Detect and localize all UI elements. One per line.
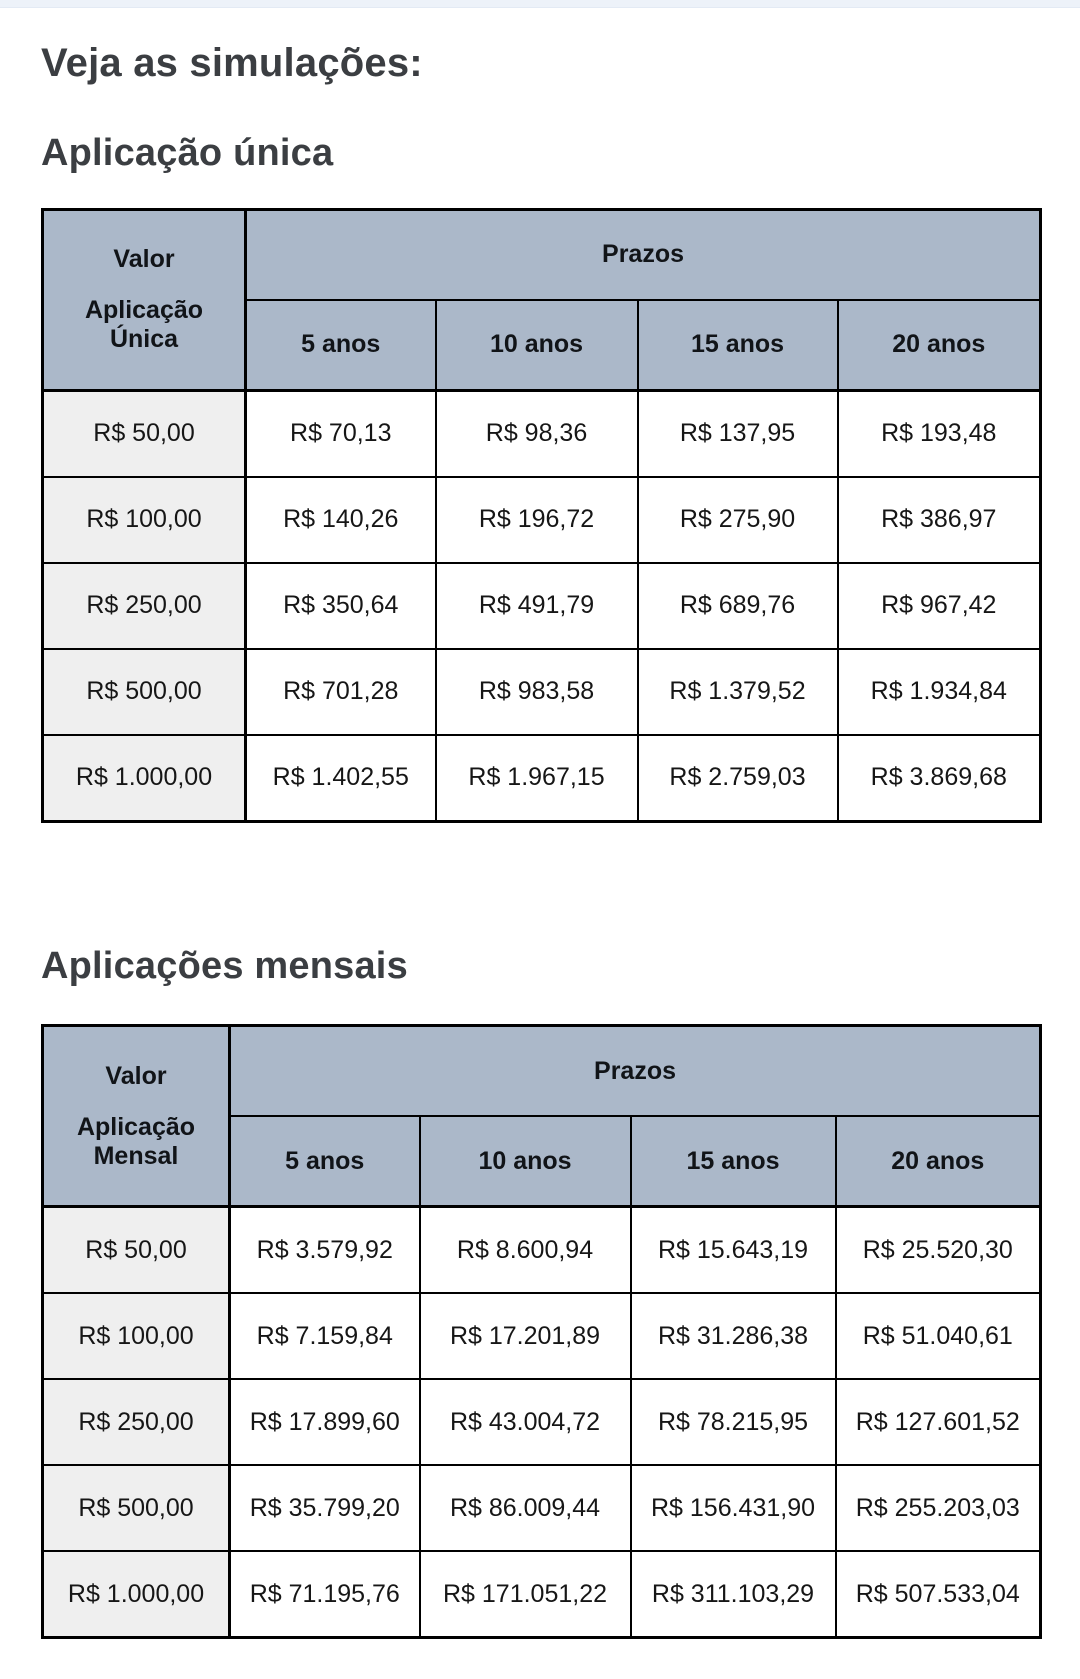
cell-value: R$ 8.600,94 — [418, 1205, 632, 1295]
table-row: R$ 100,00 R$ 140,26 R$ 196,72 R$ 275,90 … — [41, 475, 1042, 564]
cell-value: R$ 70,13 — [244, 388, 437, 478]
cell-value: R$ 350,64 — [244, 561, 437, 650]
table-row: R$ 250,00 R$ 17.899,60 R$ 43.004,72 R$ 7… — [41, 1378, 1042, 1467]
cell-value: R$ 86.009,44 — [418, 1464, 632, 1553]
cell-value: R$ 193,48 — [836, 388, 1042, 478]
cell-value: R$ 98,36 — [434, 388, 639, 478]
corner-header-line2: Aplicação Única — [84, 296, 204, 354]
cell-value: R$ 196,72 — [434, 475, 639, 564]
cell-value: R$ 7.159,84 — [228, 1292, 421, 1381]
table-row: R$ 500,00 R$ 701,28 R$ 983,58 R$ 1.379,5… — [41, 647, 1042, 736]
row-label: R$ 250,00 — [41, 1378, 231, 1467]
cell-value: R$ 1.379,52 — [636, 647, 839, 736]
cell-value: R$ 35.799,20 — [228, 1464, 421, 1553]
table-subheader-row: 5 anos 10 anos 15 anos 20 anos — [43, 1115, 1042, 1208]
table-row: R$ 50,00 R$ 70,13 R$ 98,36 R$ 137,95 R$ … — [41, 388, 1042, 478]
row-label: R$ 100,00 — [41, 475, 247, 564]
col-header-15-anos: 15 anos — [636, 298, 839, 392]
cell-value: R$ 43.004,72 — [418, 1378, 632, 1467]
corner-header-line2: Aplicação Mensal — [76, 1112, 196, 1170]
cell-value: R$ 140,26 — [244, 475, 437, 564]
aplicacoes-mensais-table: Valor Aplicação Mensal Prazos 5 anos 10 … — [41, 1024, 1043, 1640]
table-row: R$ 250,00 R$ 350,64 R$ 491,79 R$ 689,76 … — [41, 561, 1042, 650]
table-header-row: Valor Aplicação Mensal Prazos — [41, 1024, 1042, 1208]
cell-value: R$ 983,58 — [434, 647, 639, 736]
page-title: Veja as simulações: — [41, 41, 423, 85]
row-label: R$ 500,00 — [41, 647, 247, 736]
corner-header-line1: Valor — [105, 1061, 167, 1090]
cell-value: R$ 127.601,52 — [834, 1378, 1042, 1467]
page-content: Veja as simulações: Aplicação única Valo… — [0, 40, 1080, 1679]
cell-value: R$ 1.402,55 — [244, 733, 437, 823]
row-label: R$ 1.000,00 — [41, 733, 247, 823]
cell-value: R$ 2.759,03 — [636, 733, 839, 823]
cell-value: R$ 71.195,76 — [228, 1550, 421, 1639]
cell-value: R$ 1.967,15 — [434, 733, 639, 823]
table-row: R$ 1.000,00 R$ 1.402,55 R$ 1.967,15 R$ 2… — [41, 733, 1042, 823]
col-header-20-anos: 20 anos — [836, 298, 1042, 392]
cell-value: R$ 255.203,03 — [834, 1464, 1042, 1553]
prazos-group-header: Prazos — [244, 208, 1042, 301]
row-label: R$ 1.000,00 — [41, 1550, 231, 1639]
cell-value: R$ 17.899,60 — [228, 1378, 421, 1467]
row-label: R$ 500,00 — [41, 1464, 231, 1553]
section-title-aplicacao-unica: Aplicação única — [41, 132, 334, 174]
cell-value: R$ 17.201,89 — [418, 1292, 632, 1381]
prazos-group-header: Prazos — [228, 1024, 1042, 1118]
cell-value: R$ 275,90 — [636, 475, 839, 564]
cell-value: R$ 701,28 — [244, 647, 437, 736]
table-row: R$ 1.000,00 R$ 71.195,76 R$ 171.051,22 R… — [41, 1550, 1042, 1639]
col-header-20-anos: 20 anos — [834, 1115, 1042, 1208]
cell-value: R$ 15.643,19 — [629, 1205, 837, 1295]
cell-value: R$ 311.103,29 — [629, 1550, 837, 1639]
cell-value: R$ 3.869,68 — [836, 733, 1042, 823]
col-header-15-anos: 15 anos — [629, 1115, 837, 1208]
cell-value: R$ 31.286,38 — [629, 1292, 837, 1381]
row-label: R$ 250,00 — [41, 561, 247, 650]
cell-value: R$ 491,79 — [434, 561, 639, 650]
section-title-aplicacoes-mensais: Aplicações mensais — [41, 944, 408, 987]
row-label: R$ 100,00 — [41, 1292, 231, 1381]
cell-value: R$ 171.051,22 — [418, 1550, 632, 1639]
cell-value: R$ 78.215,95 — [629, 1378, 837, 1467]
corner-header-line1: Valor — [113, 245, 175, 274]
cell-value: R$ 3.579,92 — [228, 1205, 421, 1295]
section-aplicacoes-mensais: Aplicações mensais Valor Aplicação Mensa… — [41, 944, 1043, 1640]
col-header-5-anos: 5 anos — [228, 1115, 421, 1208]
row-label: R$ 50,00 — [41, 1205, 231, 1295]
top-strip — [0, 0, 1080, 8]
cell-value: R$ 689,76 — [636, 561, 839, 650]
cell-value: R$ 156.431,90 — [629, 1464, 837, 1553]
table-row: R$ 50,00 R$ 3.579,92 R$ 8.600,94 R$ 15.6… — [41, 1205, 1042, 1295]
corner-header-valor-aplicacao-mensal: Valor Aplicação Mensal — [41, 1024, 231, 1208]
table-row: R$ 500,00 R$ 35.799,20 R$ 86.009,44 R$ 1… — [41, 1464, 1042, 1553]
col-header-10-anos: 10 anos — [434, 298, 639, 392]
cell-value: R$ 1.934,84 — [836, 647, 1042, 736]
corner-header-valor-aplicacao-unica: Valor Aplicação Única — [41, 208, 247, 392]
col-header-10-anos: 10 anos — [418, 1115, 632, 1208]
col-header-5-anos: 5 anos — [244, 298, 437, 392]
table-row: R$ 100,00 R$ 7.159,84 R$ 17.201,89 R$ 31… — [41, 1292, 1042, 1381]
cell-value: R$ 51.040,61 — [834, 1292, 1042, 1381]
cell-value: R$ 25.520,30 — [834, 1205, 1042, 1295]
cell-value: R$ 137,95 — [636, 388, 839, 478]
row-label: R$ 50,00 — [41, 388, 247, 478]
table-header-row: Valor Aplicação Única Prazos — [41, 208, 1042, 392]
section-aplicacao-unica: Aplicação única Valor Aplicação Única Pr… — [41, 132, 1043, 823]
cell-value: R$ 967,42 — [836, 561, 1042, 650]
aplicacao-unica-table: Valor Aplicação Única Prazos 5 anos 10 a… — [41, 207, 1043, 823]
cell-value: R$ 507.533,04 — [834, 1550, 1042, 1639]
table-subheader-row: 5 anos 10 anos 15 anos 20 anos — [43, 298, 1042, 392]
cell-value: R$ 386,97 — [836, 475, 1042, 564]
